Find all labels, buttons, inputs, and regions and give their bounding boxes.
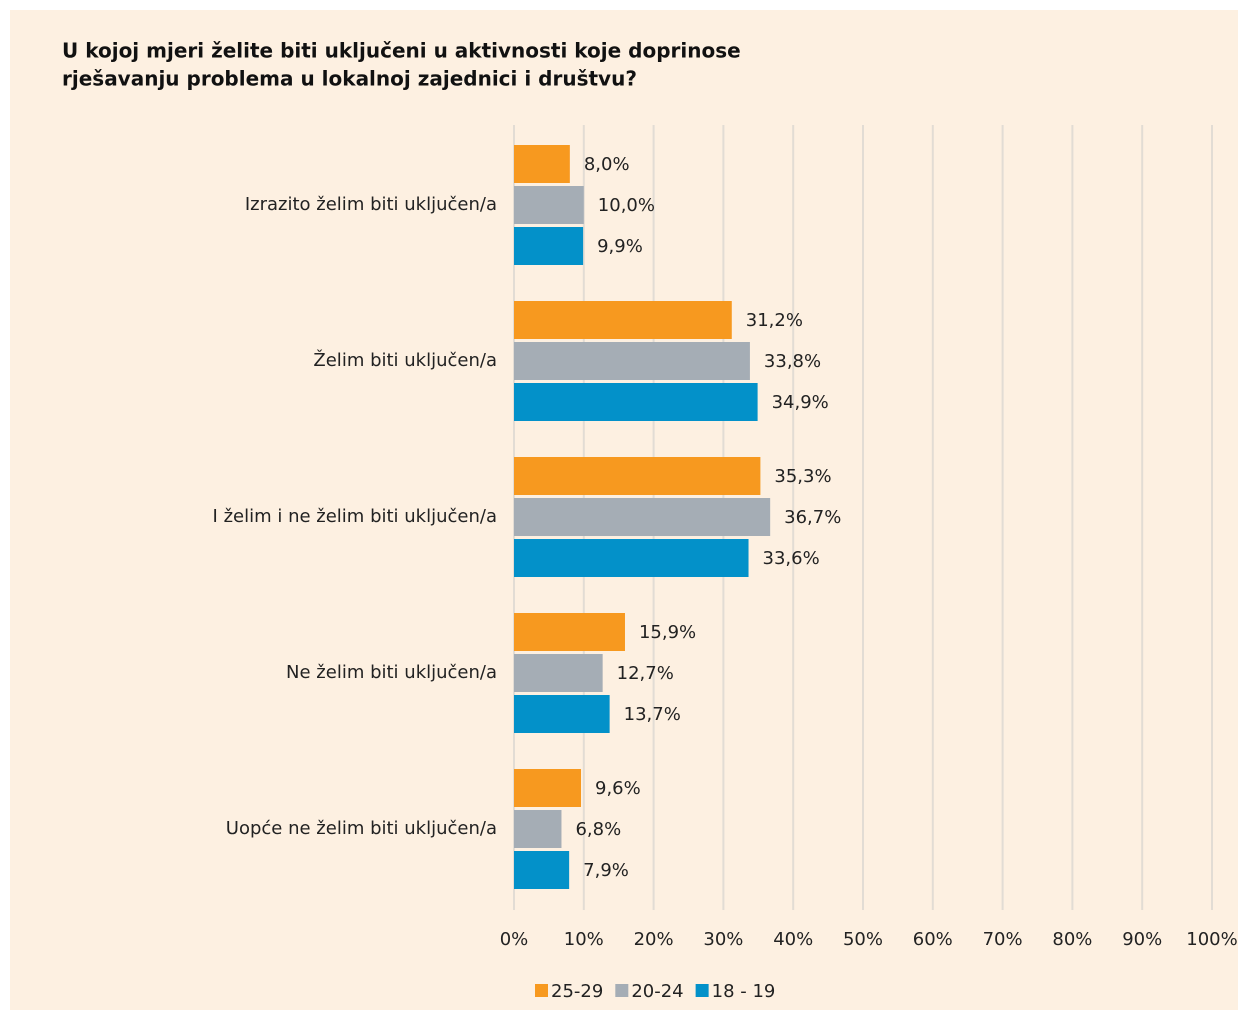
x-tick-label: 40% bbox=[773, 929, 813, 950]
x-tick-label: 60% bbox=[913, 929, 953, 950]
category-label: Izrazito želim biti uključen/a bbox=[245, 194, 497, 215]
bar bbox=[514, 457, 761, 495]
bar bbox=[514, 383, 758, 421]
bar bbox=[514, 613, 625, 651]
bar bbox=[514, 145, 570, 183]
legend-label: 25-29 bbox=[551, 981, 603, 1002]
category-label: I želim i ne želim biti uključen/a bbox=[213, 506, 497, 527]
chart-title: rješavanju problema u lokalnoj zajednici… bbox=[62, 67, 637, 91]
bar bbox=[514, 539, 749, 577]
data-label: 35,3% bbox=[774, 466, 831, 487]
x-tick-label: 10% bbox=[564, 929, 604, 950]
bar bbox=[514, 695, 610, 733]
data-label: 12,7% bbox=[617, 663, 674, 684]
x-tick-label: 20% bbox=[634, 929, 674, 950]
category-label: Uopće ne želim biti uključen/a bbox=[226, 818, 497, 839]
category-label: Želim biti uključen/a bbox=[313, 349, 497, 371]
data-label: 34,9% bbox=[772, 392, 829, 413]
bar bbox=[514, 498, 771, 536]
data-label: 8,0% bbox=[584, 154, 630, 175]
data-label: 33,8% bbox=[764, 351, 821, 372]
legend-label: 20-24 bbox=[631, 981, 683, 1002]
data-label: 9,9% bbox=[597, 236, 643, 257]
category-label: Ne želim biti uključen/a bbox=[286, 662, 497, 683]
legend-swatch bbox=[615, 984, 629, 997]
bar bbox=[514, 342, 750, 380]
data-label: 9,6% bbox=[595, 778, 641, 799]
x-tick-label: 80% bbox=[1052, 929, 1092, 950]
bar bbox=[514, 654, 603, 692]
x-tick-label: 30% bbox=[703, 929, 743, 950]
x-tick-label: 90% bbox=[1122, 929, 1162, 950]
data-label: 31,2% bbox=[746, 310, 803, 331]
legend-swatch bbox=[695, 984, 709, 997]
data-label: 36,7% bbox=[784, 507, 841, 528]
bar bbox=[514, 851, 570, 889]
chart-title: U kojoj mjeri želite biti uključeni u ak… bbox=[62, 39, 741, 63]
data-label: 6,8% bbox=[575, 819, 621, 840]
bar bbox=[514, 301, 732, 339]
x-tick-label: 100% bbox=[1186, 929, 1237, 950]
bar bbox=[514, 186, 584, 224]
x-tick-label: 0% bbox=[500, 929, 529, 950]
legend-label: 18 - 19 bbox=[712, 981, 776, 1002]
data-label: 7,9% bbox=[583, 860, 629, 881]
bar bbox=[514, 810, 562, 848]
data-label: 13,7% bbox=[624, 704, 681, 725]
x-tick-label: 70% bbox=[983, 929, 1023, 950]
data-label: 10,0% bbox=[598, 195, 655, 216]
x-tick-label: 50% bbox=[843, 929, 883, 950]
legend-swatch bbox=[535, 984, 548, 997]
data-label: 15,9% bbox=[639, 622, 696, 643]
bar bbox=[514, 769, 582, 807]
data-label: 33,6% bbox=[763, 548, 820, 569]
bar bbox=[514, 227, 584, 265]
